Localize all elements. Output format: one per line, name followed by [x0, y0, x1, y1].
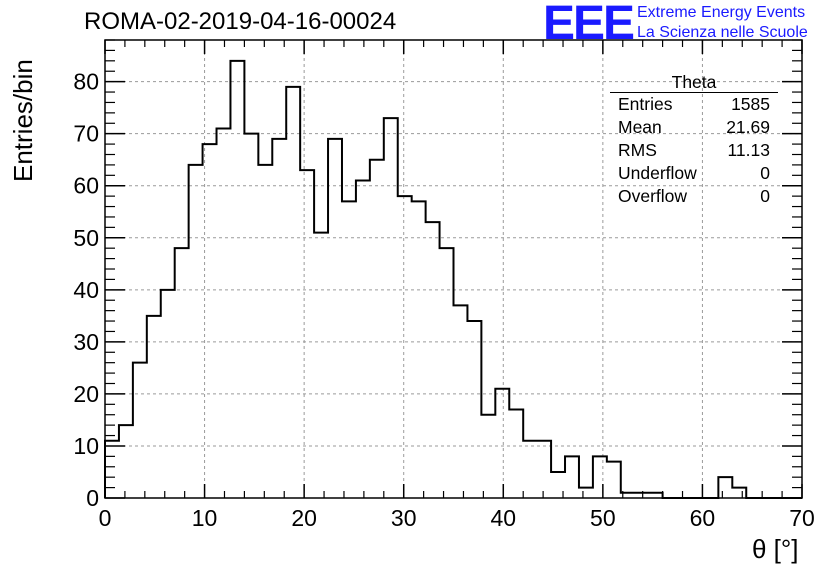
stats-label: Underflow [618, 163, 697, 183]
stats-row-underflow: Underflow 0 [610, 162, 778, 185]
histogram-bin [147, 316, 161, 498]
histogram-bin [732, 488, 746, 498]
stats-value: 0 [760, 163, 770, 183]
histogram-bin [175, 248, 189, 498]
histogram-bin [356, 181, 370, 498]
histogram-bin [495, 389, 509, 498]
stats-label: Mean [618, 117, 662, 137]
x-tick-label: 50 [590, 505, 616, 531]
histogram-bin [481, 415, 495, 498]
y-tick-label: 20 [73, 381, 99, 407]
histogram-bin [230, 61, 244, 498]
histogram-bin [565, 456, 579, 498]
stats-row-entries: Entries 1585 [610, 93, 778, 116]
y-tick-label: 40 [73, 277, 99, 303]
x-tick-label: 60 [690, 505, 716, 531]
y-tick-label: 60 [73, 173, 99, 199]
stats-label: RMS [618, 140, 657, 160]
stats-row-overflow: Overflow 0 [610, 185, 778, 208]
histogram-bin [398, 196, 412, 498]
y-tick-label: 30 [73, 329, 99, 355]
histogram-bin [300, 170, 314, 498]
histogram-bin [314, 233, 328, 498]
histogram-bin [244, 134, 258, 498]
histogram-bin [579, 488, 593, 498]
histogram-bin [467, 321, 481, 498]
y-tick-label: 70 [73, 121, 99, 147]
stats-value: 21.69 [726, 117, 770, 137]
histogram-bin [328, 139, 342, 498]
stats-value: 0 [760, 186, 770, 206]
histogram-bin [440, 248, 454, 498]
y-tick-label: 0 [86, 485, 99, 511]
x-tick-label: 0 [99, 505, 112, 531]
histogram-bin [454, 305, 468, 498]
histogram-bin [509, 410, 523, 498]
x-tick-label: 20 [291, 505, 317, 531]
histogram-bin [258, 165, 272, 498]
stats-label: Overflow [618, 186, 688, 206]
histogram-bin [272, 139, 286, 498]
histogram-bin [189, 165, 203, 498]
axis-ticks [104, 39, 803, 499]
stats-box: Theta Entries 1585 Mean 21.69 RMS 11.13 … [610, 72, 778, 208]
y-tick-label: 80 [73, 69, 99, 95]
histogram-bin [105, 441, 119, 498]
x-tick-label: 30 [391, 505, 417, 531]
histogram-bin [384, 118, 398, 498]
stats-title: Theta [610, 72, 778, 93]
histogram-bin [370, 160, 384, 498]
histogram-bin [119, 425, 133, 498]
histogram-bin [718, 477, 732, 498]
histogram-bin [412, 201, 426, 498]
eee-logo: EEE [543, 0, 635, 50]
logo-subtitle-line2: La Scienza nelle Scuole [637, 24, 808, 41]
x-tick-label: 10 [192, 505, 218, 531]
x-tick-label: 70 [789, 505, 815, 531]
stats-label: Entries [618, 94, 673, 114]
histogram-bin [426, 222, 440, 498]
histogram-bin [286, 87, 300, 498]
histogram-bin [523, 441, 537, 498]
histogram-outline [104, 59, 802, 499]
x-axis-label: θ [°] [752, 534, 799, 564]
histogram-bin [342, 201, 356, 498]
histogram-bin [537, 441, 551, 498]
histogram-bin [593, 456, 607, 498]
y-axis-label: Entries/bin [8, 59, 38, 182]
stats-row-rms: RMS 11.13 [610, 139, 778, 162]
x-tick-label: 40 [490, 505, 516, 531]
stats-value: 1585 [731, 94, 770, 114]
histogram-bin [133, 363, 147, 498]
histogram-bin [217, 128, 231, 498]
tick-labels: 0 10 20 30 40 50 60 70 0 10 20 30 40 50 60 70 80 [73, 69, 814, 531]
logo-subtitle-line1: Extreme Energy Events [637, 4, 806, 21]
y-tick-label: 10 [73, 433, 99, 459]
stats-row-mean: Mean 21.69 [610, 116, 778, 139]
y-tick-label: 50 [73, 225, 99, 251]
histogram-bin [607, 462, 621, 498]
run-title: ROMA-02-2019-04-16-00024 [84, 8, 397, 35]
stats-value: 11.13 [727, 140, 771, 160]
